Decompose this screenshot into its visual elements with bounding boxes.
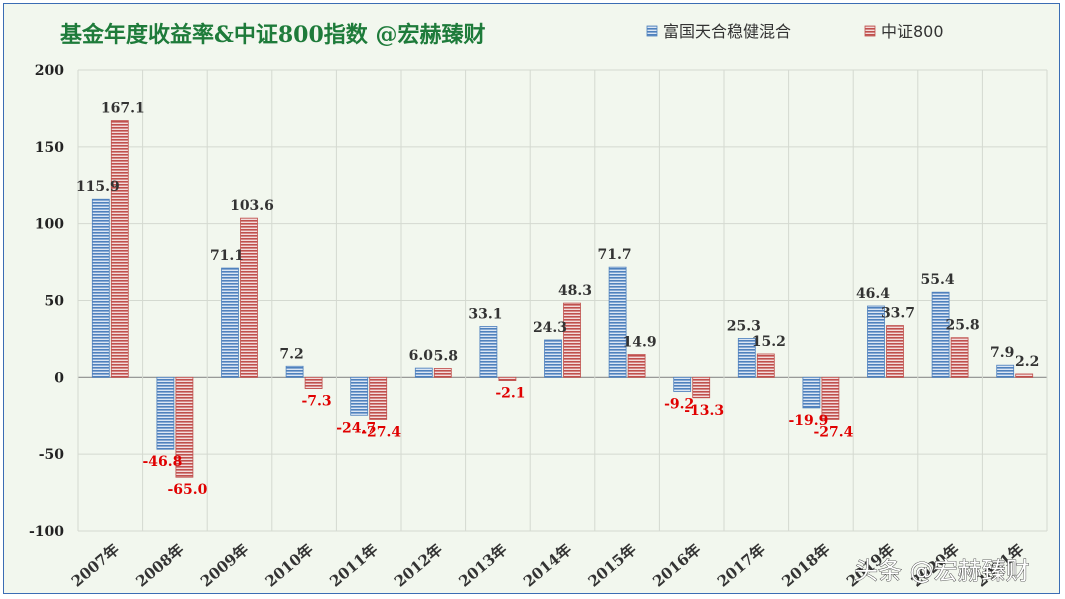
x-tick-label: 2014年 [520, 540, 575, 590]
data-label: 48.3 [558, 283, 592, 299]
bar-fund [608, 266, 627, 378]
data-label: 7.2 [279, 346, 303, 362]
bar-index [175, 376, 194, 478]
data-label: 6.0 [409, 348, 434, 364]
y-tick-label: 200 [35, 63, 64, 79]
data-label: 14.9 [623, 334, 657, 350]
data-label: -27.4 [361, 424, 401, 440]
data-label: -9.2 [664, 396, 694, 412]
data-label: -65.0 [167, 482, 207, 498]
data-label: -46.8 [142, 454, 182, 470]
data-label: -13.3 [684, 403, 724, 419]
data-label: 46.4 [856, 286, 890, 302]
y-tick-label: 50 [45, 294, 65, 310]
bar-index [498, 376, 517, 381]
x-tick-label: 2013年 [455, 540, 510, 590]
bar-fund [221, 267, 239, 378]
bar-index [433, 368, 452, 378]
y-tick-label: -50 [39, 447, 65, 463]
legend-swatch-fund [646, 25, 658, 37]
data-label: -19.9 [788, 413, 828, 429]
bar-fund [285, 365, 304, 378]
bar-index [950, 337, 969, 378]
y-tick-label: -100 [29, 524, 64, 540]
data-label: 25.8 [946, 318, 980, 334]
x-tick-label: 2018年 [778, 540, 833, 590]
data-label: 71.1 [210, 248, 244, 264]
bar-fund [931, 291, 950, 378]
bar-fund [91, 198, 110, 378]
bar-chart: 基金年度收益率&中证800指数 @宏赫臻财 富国天合稳健混合 中证800 -10… [29, 22, 1048, 591]
data-label: 5.8 [434, 348, 458, 364]
x-tick-label: 2010年 [262, 540, 317, 590]
bar-index [369, 376, 388, 420]
data-label: 71.7 [598, 247, 632, 263]
x-tick-label: 2007年 [68, 540, 123, 590]
data-label: 33.1 [468, 306, 502, 322]
x-tick-label: 2008年 [132, 540, 187, 590]
data-label: -2.1 [495, 386, 525, 402]
data-label: 25.3 [727, 318, 761, 334]
data-label: 103.6 [230, 198, 274, 214]
legend-label-fund: 富国天合稳健混合 [663, 22, 791, 41]
watermark: 头条 @宏赫臻财 [854, 557, 1030, 585]
bar-index [563, 302, 581, 378]
bar-index [1015, 373, 1034, 378]
data-label: -7.3 [302, 394, 332, 410]
x-tick-label: 2011年 [326, 540, 381, 590]
y-tick-label: 100 [35, 217, 64, 233]
legend-label-index: 中证800 [881, 22, 944, 41]
bar-fund [673, 376, 692, 392]
y-tick-label: 0 [54, 370, 64, 386]
bar-fund [867, 305, 885, 378]
x-tick-label: 2016年 [649, 540, 704, 590]
bar-fund [544, 339, 562, 378]
bar-fund [996, 364, 1015, 378]
data-label: 55.4 [921, 272, 955, 288]
data-label: -27.4 [813, 424, 853, 440]
data-label: -24.7 [336, 420, 376, 436]
data-label: 24.3 [533, 320, 567, 336]
data-label: 33.7 [881, 306, 915, 322]
chart-title: 基金年度收益率&中证800指数 @宏赫臻财 [60, 22, 485, 48]
bar-index [886, 325, 904, 378]
legend-swatch-index [864, 25, 876, 37]
data-label: 7.9 [990, 345, 1014, 361]
x-tick-label: 2009年 [197, 540, 252, 590]
bar-fund [414, 367, 433, 378]
bar-index [756, 353, 775, 378]
x-tick-label: 2012年 [391, 540, 446, 590]
bar-index [240, 217, 258, 378]
data-label: 15.2 [752, 334, 786, 350]
data-label: 2.2 [1015, 354, 1039, 370]
x-tick-label: 2015年 [585, 540, 640, 590]
bar-index [627, 354, 646, 378]
bar-fund [156, 376, 175, 450]
bar-fund [350, 376, 369, 416]
bar-fund [802, 376, 821, 409]
data-label: 167.1 [101, 101, 145, 117]
bar-index [304, 376, 323, 389]
legend: 富国天合稳健混合 中证800 [646, 22, 944, 41]
y-tick-label: 150 [35, 140, 64, 156]
data-label: 115.9 [76, 179, 120, 195]
bar-fund [479, 326, 498, 378]
chart-frame: 基金年度收益率&中证800指数 @宏赫臻财 富国天合稳健混合 中证800 -10… [3, 3, 1060, 594]
bar-index [821, 376, 840, 420]
bar-index [692, 376, 711, 399]
bar-fund [737, 338, 756, 378]
bar-index [110, 120, 129, 378]
x-tick-label: 2017年 [714, 540, 769, 590]
